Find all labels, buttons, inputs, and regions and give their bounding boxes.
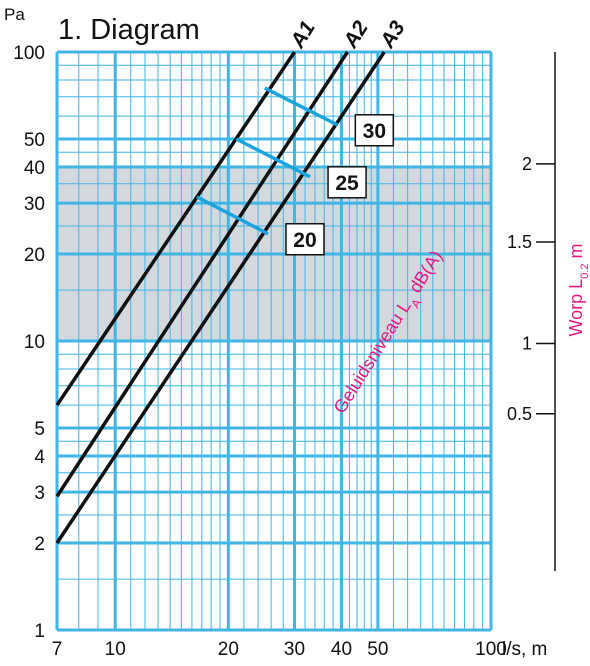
series-label-a1: A1 xyxy=(286,17,320,53)
sound-level-label-30: 30 xyxy=(363,120,386,143)
y-tick-label: 40 xyxy=(24,158,45,179)
x-tick-label: 10 xyxy=(105,639,126,660)
x-tick-label: 50 xyxy=(367,639,388,660)
sound-level-label-20: 20 xyxy=(293,229,316,252)
x-tick-label: 40 xyxy=(331,639,352,660)
y-tick-label: 30 xyxy=(24,194,45,215)
series-line-a1 xyxy=(55,51,296,407)
y-tick-label: 5 xyxy=(34,419,45,440)
x-tick-label: 7 xyxy=(52,639,63,660)
throw-axis-tick-label: 1.5 xyxy=(507,232,532,252)
x-tick-label: 30 xyxy=(284,639,305,660)
throw-axis-tick-label: 0.5 xyxy=(507,404,532,424)
throw-axis-tick-label: 2 xyxy=(522,154,532,174)
y-tick-label: 100 xyxy=(13,43,45,64)
series-line-a2 xyxy=(55,51,349,498)
plot-area: 7 10 20 30 40 50 100 1 2 3 4 5 10 20 30 40 50 100 A1 A2 A3 30… xyxy=(13,17,507,660)
series-label-a2: A2 xyxy=(339,17,373,53)
sound-level-box-20 xyxy=(285,223,325,256)
x-axis-unit: l/s, m xyxy=(502,639,547,660)
y-tick-label: 2 xyxy=(34,534,45,555)
y-tick-label: 3 xyxy=(34,483,45,504)
series-line-a3 xyxy=(55,51,386,544)
y-tick-label: 50 xyxy=(24,130,45,151)
series-label-a3: A3 xyxy=(375,17,409,53)
sound-level-box-30 xyxy=(354,114,395,147)
sound-level-line-20 xyxy=(196,195,269,236)
sound-level-label-25: 25 xyxy=(335,172,359,195)
sound-level-line-25 xyxy=(235,137,311,179)
x-tick-label: 20 xyxy=(218,639,239,660)
x-tick-label: 100 xyxy=(475,639,507,660)
y-tick-label: 20 xyxy=(24,245,45,266)
y-axis-unit: Pa xyxy=(4,5,25,24)
y-tick-label: 1 xyxy=(34,621,45,642)
y-tick-label: 10 xyxy=(24,332,45,353)
sound-level-line-30 xyxy=(263,86,339,127)
chart-title: 1. Diagram xyxy=(58,14,200,46)
throw-axis-label: Worp L0.2 m xyxy=(566,244,590,337)
throw-axis: 2 1.5 1 0.5 Worp L0.2 m xyxy=(507,52,590,572)
throw-axis-tick-label: 1 xyxy=(522,334,532,354)
y-tick-label: 4 xyxy=(34,447,45,468)
sound-level-box-25 xyxy=(327,166,367,199)
